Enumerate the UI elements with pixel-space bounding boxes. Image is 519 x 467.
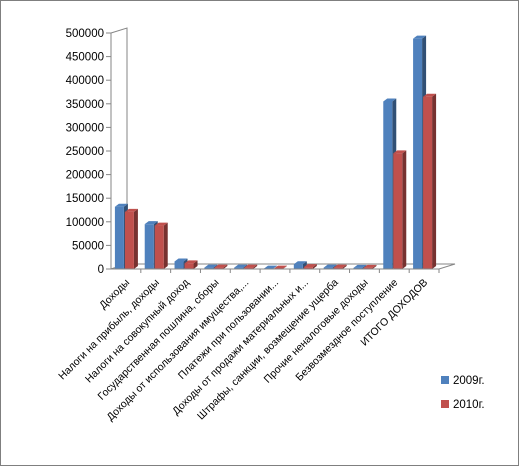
bar-side bbox=[342, 264, 347, 269]
bar-top bbox=[303, 264, 317, 268]
bar-top bbox=[184, 260, 198, 264]
bar bbox=[363, 264, 377, 269]
bar-front bbox=[293, 264, 303, 269]
bar-front bbox=[393, 153, 403, 269]
bar-top bbox=[144, 221, 158, 225]
bar-side bbox=[163, 222, 168, 269]
bars bbox=[114, 35, 437, 269]
bar-side bbox=[302, 261, 307, 269]
bar-top bbox=[413, 35, 427, 39]
y-tick-label: 350000 bbox=[66, 99, 104, 111]
bar-top bbox=[214, 264, 228, 268]
bar bbox=[303, 264, 317, 269]
legend-swatch bbox=[441, 376, 449, 384]
bar-front bbox=[333, 267, 343, 269]
y-tick-label: 500000 bbox=[66, 28, 104, 40]
bar-side bbox=[402, 150, 407, 269]
bar bbox=[393, 150, 407, 269]
bar-top bbox=[114, 203, 128, 207]
bar-top bbox=[353, 264, 367, 268]
bar-top bbox=[124, 208, 138, 212]
bar-front bbox=[244, 267, 254, 269]
bar bbox=[293, 261, 307, 269]
bar-top bbox=[323, 264, 337, 268]
legend-swatch bbox=[441, 400, 449, 408]
y-tick-label: 150000 bbox=[66, 193, 104, 205]
bar-front bbox=[144, 224, 154, 269]
bar-top bbox=[333, 264, 347, 268]
y-tick-label: 300000 bbox=[66, 122, 104, 134]
legend-label: 2009г. bbox=[453, 375, 485, 387]
bar-top bbox=[293, 261, 307, 265]
bar-side bbox=[193, 260, 198, 269]
y-tick-label: 50000 bbox=[72, 240, 104, 252]
bar-front bbox=[303, 267, 313, 269]
bar-top bbox=[363, 264, 377, 268]
bar-side bbox=[223, 264, 228, 269]
bar-front bbox=[383, 101, 393, 269]
bar-top bbox=[234, 264, 248, 268]
bar-top bbox=[174, 258, 188, 262]
bar-side bbox=[372, 264, 377, 269]
y-tick-label: 400000 bbox=[66, 75, 104, 87]
y-tick-label: 450000 bbox=[66, 52, 104, 64]
bar bbox=[214, 264, 228, 269]
bar-side bbox=[312, 264, 317, 269]
bar-top bbox=[204, 264, 218, 268]
bar bbox=[154, 222, 168, 269]
bar bbox=[244, 264, 258, 269]
bar-side bbox=[133, 208, 138, 269]
bar-front bbox=[174, 261, 184, 269]
bar-side bbox=[273, 265, 277, 269]
bar-front bbox=[204, 267, 214, 269]
legend-label: 2010г. bbox=[453, 399, 485, 411]
bar-side bbox=[432, 93, 437, 269]
bar bbox=[333, 264, 347, 269]
bar-front bbox=[214, 267, 224, 269]
bar bbox=[184, 260, 198, 269]
y-tick-label: 0 bbox=[98, 264, 104, 276]
bar-front bbox=[353, 267, 363, 269]
bar-top bbox=[274, 265, 287, 269]
bar-side bbox=[283, 265, 287, 269]
bar-front bbox=[124, 211, 134, 269]
y-tick-label: 250000 bbox=[66, 146, 104, 158]
bar-top bbox=[423, 93, 437, 97]
bar-front bbox=[363, 267, 373, 269]
y-axis: 0 50000 100000 150000 200000 250000 300000 3500… bbox=[66, 28, 112, 276]
bar bbox=[423, 93, 437, 269]
y-tick-label: 100000 bbox=[66, 217, 104, 229]
bar-top bbox=[154, 222, 168, 226]
bar-front bbox=[154, 225, 164, 269]
bar-top bbox=[383, 98, 397, 102]
bar-front bbox=[184, 263, 194, 269]
bar-front bbox=[423, 96, 433, 269]
bar bbox=[124, 208, 138, 269]
bar-top bbox=[393, 150, 407, 154]
bar-front bbox=[234, 267, 244, 269]
bar-front bbox=[323, 267, 333, 269]
legend: 2009г. 2010г. bbox=[441, 375, 485, 411]
bar-top bbox=[264, 265, 277, 269]
bar-front bbox=[114, 206, 124, 269]
y-tick-label: 200000 bbox=[66, 170, 104, 182]
bar-front bbox=[413, 38, 423, 269]
bar-side bbox=[253, 264, 258, 269]
bar-top bbox=[244, 264, 258, 268]
